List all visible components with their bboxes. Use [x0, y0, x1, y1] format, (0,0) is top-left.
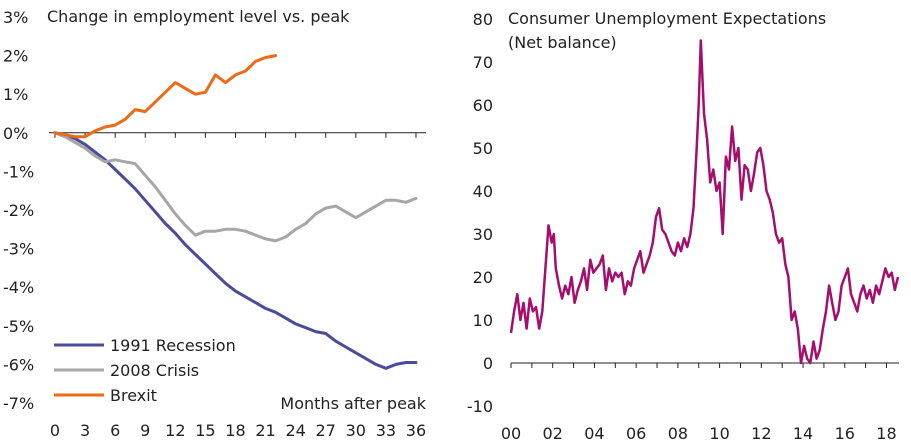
left-series-lines [53, 54, 418, 370]
left-x-tick-label: 3 [80, 421, 90, 440]
left-y-tick-label: -3% [3, 240, 34, 259]
right-x-tick-label: 14 [793, 424, 813, 443]
left-y-tick-label: -4% [3, 278, 34, 297]
right-x-tick-label: 12 [751, 424, 771, 443]
left-y-tick-label: 1% [3, 85, 28, 104]
series-line-2008-crisis [53, 131, 418, 243]
right-y-tick-labels: 80 70 60 50 40 30 20 10 0 -10 [467, 10, 493, 416]
right-x-tick-label: 08 [668, 424, 688, 443]
left-y-tick-label: -5% [3, 317, 34, 336]
right-chart-title: Consumer Unemployment Expectations [508, 9, 826, 28]
left-y-tick-label: 2% [3, 47, 28, 66]
right-x-tick-label: 16 [835, 424, 855, 443]
left-x-tick-label: 9 [140, 421, 150, 440]
right-chart-subtitle: (Net balance) [508, 33, 617, 52]
right-x-tick-label: 00 [501, 424, 521, 443]
left-x-tick-label: 36 [406, 421, 426, 440]
left-x-tick-label: 0 [50, 421, 60, 440]
left-y-tick-labels: 3% 2% 1% 0% -1% -2% -3% -4% -5% -6% -7% [3, 8, 34, 413]
left-y-tick-label: -6% [3, 355, 34, 374]
left-legend: 1991 Recession 2008 Crisis Brexit [54, 336, 236, 405]
left-y-tick-label: -2% [3, 201, 34, 220]
right-y-tick-label: 40 [473, 182, 493, 201]
right-y-tick-label: 70 [473, 53, 493, 72]
left-y-tick-label: -1% [3, 162, 34, 181]
right-series-lines [509, 39, 900, 365]
left-chart-title: Change in employment level vs. peak [47, 7, 350, 26]
left-x-tick-label: 18 [225, 421, 245, 440]
left-x-tick-label: 24 [285, 421, 305, 440]
left-x-tick-label: 6 [110, 421, 120, 440]
left-x-tick-label: 33 [376, 421, 396, 440]
left-axis [49, 132, 426, 138]
series-line-1991-recession [53, 131, 418, 370]
left-y-tick-label: -7% [3, 394, 34, 413]
right-x-tick-label: 02 [543, 424, 563, 443]
left-x-tick-labels: 0 3 6 9 12 15 18 21 24 27 30 33 36 [50, 421, 426, 440]
legend-label: Brexit [110, 386, 157, 405]
left-x-axis-label: Months after peak [280, 394, 426, 413]
right-x-tick-label: 10 [709, 424, 729, 443]
right-y-tick-label: 60 [473, 96, 493, 115]
left-y-tick-label: 3% [3, 8, 28, 27]
right-y-tick-label: 80 [473, 10, 493, 29]
right-chart: Consumer Unemployment Expectations (Net … [467, 9, 900, 443]
right-axis [510, 362, 899, 368]
right-x-tick-label: 18 [876, 424, 896, 443]
right-x-tick-label: 06 [626, 424, 646, 443]
left-x-tick-label: 21 [255, 421, 275, 440]
right-y-tick-label: 30 [473, 225, 493, 244]
right-x-tick-label: 04 [584, 424, 604, 443]
series-line-unemployment-expectations [509, 39, 900, 365]
right-x-tick-labels: 00 02 04 06 08 10 12 14 16 18 [501, 424, 897, 443]
right-y-tick-label: 20 [473, 268, 493, 287]
right-y-tick-label: 50 [473, 139, 493, 158]
left-chart: Change in employment level vs. peak 3% 2%… [3, 7, 427, 440]
right-y-tick-label: 0 [483, 354, 493, 373]
left-x-tick-label: 15 [195, 421, 215, 440]
legend-label: 2008 Crisis [110, 361, 199, 380]
left-x-tick-label: 27 [316, 421, 336, 440]
left-x-tick-label: 30 [346, 421, 366, 440]
left-y-tick-label: 0% [3, 124, 28, 143]
left-x-tick-label: 12 [165, 421, 185, 440]
legend-label: 1991 Recession [110, 336, 236, 355]
series-line-brexit [53, 54, 278, 139]
right-y-tick-label: 10 [473, 311, 493, 330]
right-y-tick-label: -10 [467, 397, 493, 416]
